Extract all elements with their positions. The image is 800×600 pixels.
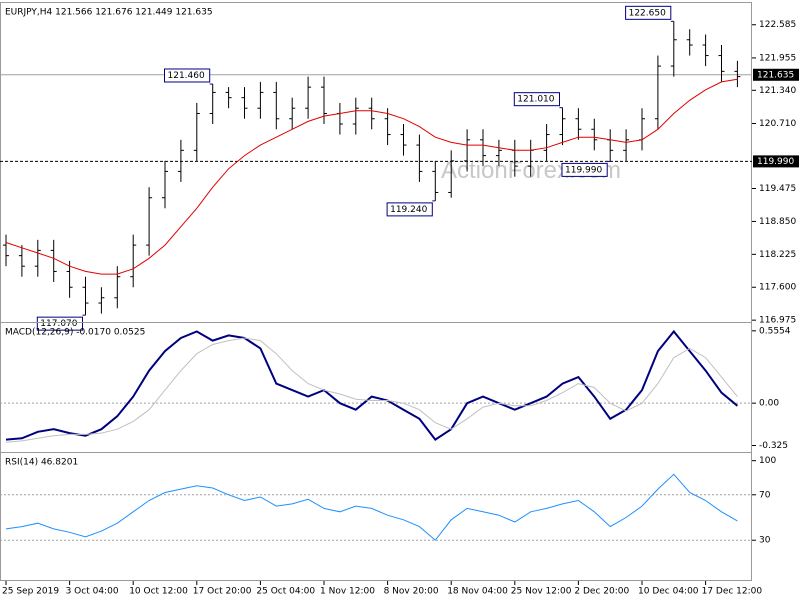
line [5,337,738,443]
y-tick-label: 118.225 [759,250,796,260]
y-tick-label: 0.00 [759,399,779,409]
x-tick-label: 25 Nov 12:00 [511,587,572,597]
line [5,329,739,441]
x-tick-label: 25 Sep 2019 [2,587,59,597]
price-label: 121.635 [757,70,794,80]
y-tick-label: 122.585 [759,20,796,30]
y-tick-label: 30 [759,536,771,546]
y-tick-label: 117.600 [759,283,796,293]
y-tick-label: 119.475 [759,184,796,194]
x-tick-label: 10 Oct 12:00 [129,587,188,597]
annotation-label: 119.990 [565,165,602,175]
annotation-box [36,316,83,331]
y-tick-label: 0.5554 [759,326,791,336]
panel-title: MACD(12,26,9) -0.0170 0.0525 [5,328,145,338]
x-tick-label: 1 Nov 12:00 [320,587,375,597]
panel-title: EURJPY,H4 121.566 121.676 121.449 121.63… [5,8,213,18]
y-tick-label: 70 [759,490,771,500]
x-tick-label: 3 Oct 04:00 [66,587,119,597]
annotation-label: 121.010 [517,95,554,105]
annotation-label: 121.460 [168,71,205,81]
annotation-label: 117.070 [40,319,77,329]
price-label-box [753,68,799,81]
annotation-box [561,162,608,177]
price-label: 119.990 [757,157,794,167]
y-tick-label: 100 [759,456,776,466]
annotation-label: 122.650 [629,8,666,18]
x-tick-label: 18 Nov 04:00 [447,587,508,597]
panel-frame [0,452,752,581]
annotation-box [513,92,560,107]
line [5,78,738,275]
annotation-label: 119.240 [390,205,427,215]
panel-title: RSI(14) 46.8201 [5,458,78,468]
price-label-box [753,155,799,168]
annotation-box [386,202,433,217]
x-tick-label: 25 Oct 04:00 [256,587,315,597]
y-tick-label: 121.340 [759,86,796,96]
x-tick-label: 2 Dec 20:00 [574,587,629,597]
y-tick-label: -0.325 [759,441,788,451]
x-tick-label: 10 Dec 04:00 [638,587,699,597]
x-tick-label: 17 Oct 20:00 [193,587,252,597]
x-tick-label: 17 Dec 12:00 [702,587,763,597]
annotation-box [625,5,672,20]
annotation-box [164,68,211,83]
y-tick-label: 121.955 [759,53,796,63]
x-tick-label: 8 Nov 20:00 [384,587,439,597]
y-tick-label: 118.850 [759,217,796,227]
y-tick-label: 120.710 [759,119,796,129]
line [5,473,738,541]
y-tick-label: 116.975 [759,316,796,326]
